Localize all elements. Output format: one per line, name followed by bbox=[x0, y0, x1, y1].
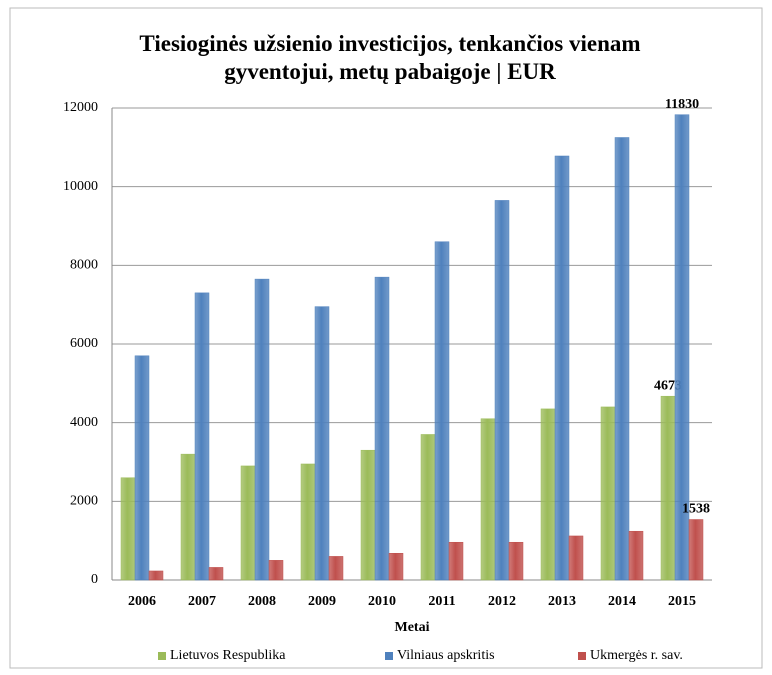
bar bbox=[448, 541, 464, 581]
legend-swatch bbox=[385, 652, 393, 660]
bar bbox=[134, 355, 150, 581]
x-tick-label: 2015 bbox=[668, 594, 696, 609]
bar bbox=[240, 465, 256, 581]
bar bbox=[660, 395, 676, 581]
x-tick-label: 2009 bbox=[308, 594, 336, 609]
bar bbox=[688, 519, 704, 581]
bar bbox=[300, 463, 316, 581]
bar bbox=[420, 434, 436, 581]
bar bbox=[554, 155, 570, 581]
data-label: 11830 bbox=[665, 97, 699, 112]
bar bbox=[508, 541, 524, 581]
legend-label: Vilniaus apskritis bbox=[397, 648, 495, 663]
bar bbox=[480, 418, 496, 581]
y-tick-label: 6000 bbox=[70, 336, 98, 351]
bar bbox=[328, 556, 344, 581]
bar bbox=[314, 306, 330, 581]
bar bbox=[568, 535, 584, 581]
legend-swatch bbox=[578, 652, 586, 660]
legend-label: Ukmergės r. sav. bbox=[590, 648, 683, 663]
x-tick-label: 2007 bbox=[188, 594, 216, 609]
y-tick-label: 0 bbox=[91, 572, 98, 587]
x-tick-label: 2006 bbox=[128, 594, 156, 609]
x-tick-label: 2011 bbox=[428, 594, 455, 609]
bar bbox=[374, 276, 390, 581]
bar bbox=[494, 200, 510, 581]
bar bbox=[540, 408, 556, 581]
bar bbox=[194, 292, 210, 581]
y-tick-label: 4000 bbox=[70, 415, 98, 430]
bar bbox=[148, 570, 164, 581]
bar bbox=[614, 137, 630, 581]
data-label: 1538 bbox=[682, 502, 710, 517]
bar bbox=[360, 449, 376, 581]
x-axis-label: Metai bbox=[395, 620, 430, 635]
bar bbox=[254, 278, 270, 581]
bar bbox=[180, 453, 196, 581]
x-tick-label: 2013 bbox=[548, 594, 576, 609]
bar bbox=[434, 241, 450, 581]
y-tick-label: 2000 bbox=[70, 494, 98, 509]
bar bbox=[208, 567, 224, 581]
x-tick-label: 2010 bbox=[368, 594, 396, 609]
bar bbox=[120, 477, 136, 581]
bar bbox=[600, 406, 616, 581]
x-tick-label: 2012 bbox=[488, 594, 516, 609]
bar bbox=[388, 553, 404, 581]
legend-swatch bbox=[158, 652, 166, 660]
bar bbox=[674, 114, 690, 581]
y-tick-label: 8000 bbox=[70, 258, 98, 273]
chart-frame bbox=[9, 7, 763, 669]
bar bbox=[268, 560, 284, 581]
legend-label: Lietuvos Respublika bbox=[170, 648, 286, 663]
bar bbox=[628, 530, 644, 581]
y-tick-label: 12000 bbox=[63, 100, 98, 115]
chart-title: Tiesioginės užsienio investicijos, tenka… bbox=[139, 31, 641, 84]
x-tick-label: 2008 bbox=[248, 594, 276, 609]
y-tick-label: 10000 bbox=[63, 179, 98, 194]
x-tick-label: 2014 bbox=[608, 594, 636, 609]
